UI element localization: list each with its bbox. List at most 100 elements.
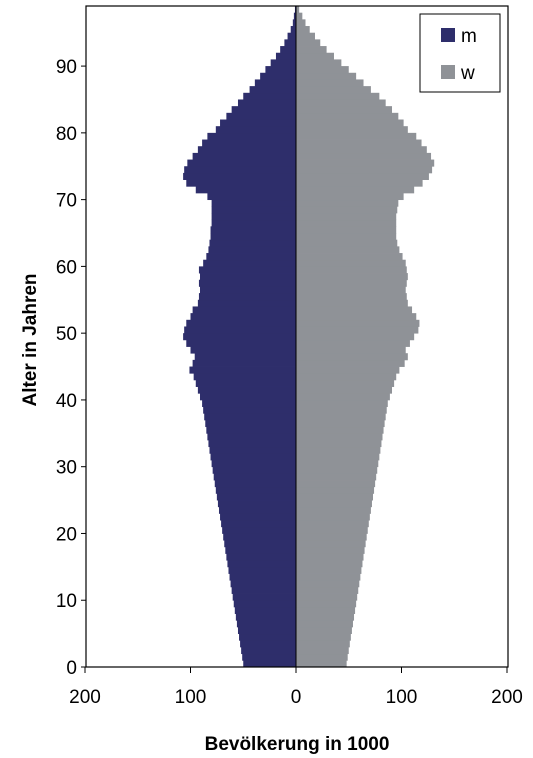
bar-w-age-4	[296, 633, 351, 641]
bar-w-age-59	[296, 266, 407, 274]
bar-w-age-74	[296, 166, 433, 174]
bar-w-age-52	[296, 313, 417, 321]
bar-w-age-84	[296, 99, 386, 107]
bar-w-age-12	[296, 580, 360, 588]
bar-m-age-68	[211, 206, 296, 214]
bar-w-age-94	[296, 32, 315, 40]
x-tick-label: 100	[386, 687, 418, 708]
bar-w-age-73	[296, 172, 429, 180]
bar-m-age-0	[243, 660, 296, 668]
bar-m-age-6	[236, 620, 296, 628]
bar-m-age-59	[198, 266, 296, 274]
legend-swatch-w	[441, 65, 455, 79]
bar-w-age-11	[296, 586, 359, 594]
bar-m-age-26	[215, 486, 296, 494]
y-tick-label: 90	[56, 57, 77, 78]
bar-m-age-71	[195, 186, 296, 194]
bar-m-age-1	[242, 653, 296, 661]
bar-w-age-96	[296, 19, 306, 27]
bar-w-age-58	[296, 273, 408, 281]
bar-w-age-50	[296, 326, 419, 334]
bar-m-age-43	[193, 373, 296, 381]
bar-m-age-13	[229, 573, 296, 581]
bar-m-age-83	[231, 106, 296, 114]
bar-m-age-66	[211, 219, 296, 227]
bar-w-age-5	[296, 626, 352, 635]
bar-w-age-70	[296, 192, 404, 201]
bar-m-age-7	[235, 613, 296, 621]
y-tick-label: 80	[56, 124, 77, 145]
legend-swatch-m	[441, 28, 455, 42]
bar-m-age-92	[280, 46, 296, 54]
bar-w-age-77	[296, 146, 427, 154]
bar-m-age-14	[228, 566, 296, 574]
bar-w-age-23	[296, 506, 371, 514]
bar-m-age-90	[270, 59, 296, 67]
bar-w-age-89	[296, 66, 349, 74]
bar-w-age-21	[296, 520, 369, 528]
bar-m-age-52	[190, 313, 296, 321]
bar-m-age-25	[216, 493, 296, 501]
bar-w-age-41	[296, 386, 393, 394]
bar-w-age-19	[296, 533, 367, 541]
bar-w-age-98	[296, 6, 300, 14]
bars-group	[183, 6, 435, 668]
bar-w-age-32	[296, 446, 381, 454]
y-tick-label: 20	[56, 524, 77, 545]
y-tick-label: 30	[56, 458, 77, 479]
y-tick-label: 10	[56, 591, 77, 612]
bar-m-age-74	[184, 166, 296, 174]
bar-w-age-37	[296, 413, 386, 421]
bar-m-age-8	[234, 606, 296, 614]
bar-w-age-80	[296, 126, 408, 134]
bar-m-age-27	[214, 480, 296, 488]
bar-w-age-65	[296, 226, 397, 234]
bar-w-age-3	[296, 640, 350, 648]
bar-w-age-40	[296, 393, 390, 401]
bar-m-age-55	[198, 293, 296, 301]
bar-m-age-32	[209, 446, 296, 454]
bar-w-age-48	[296, 339, 410, 347]
bar-w-age-18	[296, 540, 366, 548]
bar-w-age-54	[296, 299, 408, 307]
bar-m-age-23	[218, 506, 296, 514]
bar-m-age-29	[212, 466, 296, 474]
x-axis-title: Bevölkerung in 1000	[205, 734, 390, 755]
bar-w-age-27	[296, 480, 376, 488]
bar-w-age-51	[296, 319, 420, 327]
bar-w-age-61	[296, 253, 403, 261]
bar-m-age-35	[206, 426, 296, 434]
bar-w-age-14	[296, 566, 362, 574]
bar-m-age-12	[230, 580, 296, 588]
y-tick-label: 70	[56, 191, 77, 212]
bar-m-age-19	[223, 533, 296, 541]
bar-m-age-50	[184, 326, 296, 334]
bar-w-age-24	[296, 500, 372, 508]
bar-m-age-44	[189, 366, 296, 374]
bar-w-age-46	[296, 353, 408, 361]
bar-m-age-93	[284, 39, 296, 47]
bar-w-age-30	[296, 460, 379, 468]
legend-label-w: w	[460, 63, 475, 84]
bar-w-age-34	[296, 433, 383, 441]
bar-w-age-87	[296, 79, 364, 87]
bar-m-age-51	[186, 319, 296, 327]
bar-m-age-41	[197, 386, 296, 394]
bar-w-age-10	[296, 593, 358, 601]
bar-w-age-15	[296, 560, 363, 568]
bar-m-age-42	[195, 379, 296, 387]
bar-w-age-29	[296, 466, 378, 474]
bar-m-age-11	[231, 586, 296, 594]
bar-w-age-78	[296, 139, 422, 147]
bar-m-age-10	[232, 593, 296, 601]
bar-w-age-17	[296, 546, 365, 554]
bar-w-age-56	[296, 286, 406, 294]
bar-m-age-36	[205, 419, 296, 428]
x-tick-label: 200	[69, 687, 101, 708]
y-tick-label: 60	[56, 257, 77, 278]
bar-w-age-49	[296, 333, 415, 341]
bar-w-age-7	[296, 613, 355, 621]
legend-label-m: m	[461, 26, 477, 47]
bar-w-age-93	[296, 39, 321, 47]
